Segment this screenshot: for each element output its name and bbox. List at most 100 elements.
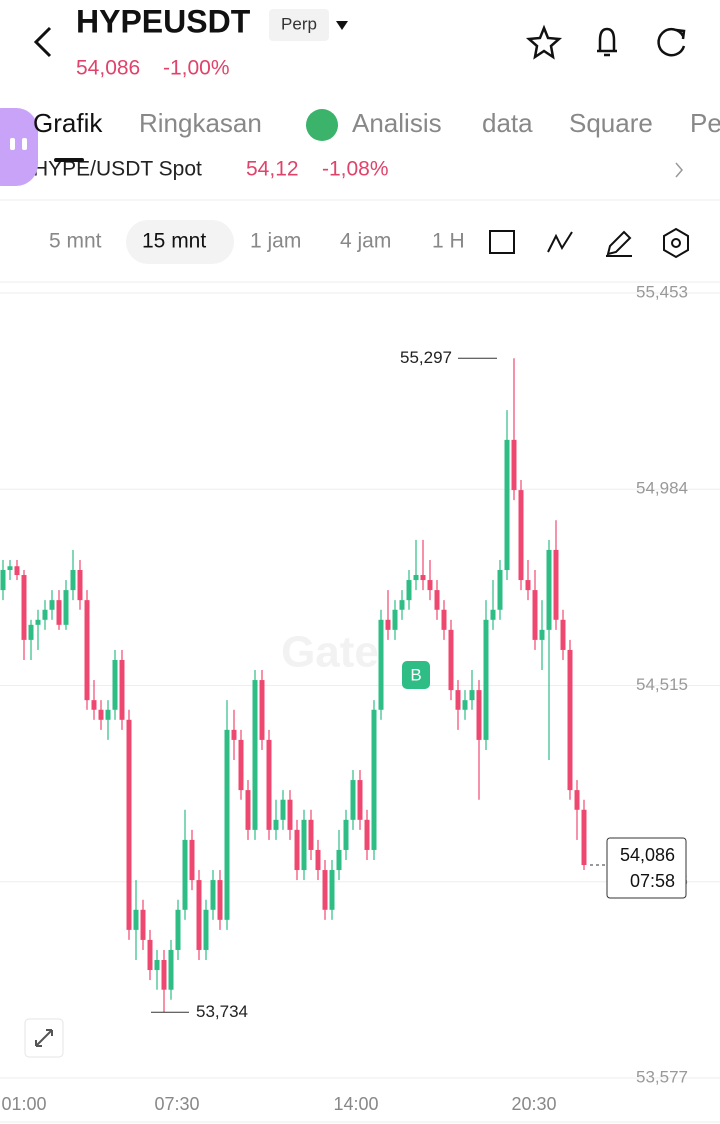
candle-body [126, 719, 132, 930]
candle-body [567, 649, 573, 791]
tabs-bar [0, 98, 720, 160]
header-price: 54,086 [76, 57, 140, 80]
y-tick-label: 53,577 [636, 1067, 688, 1086]
candle-body [140, 909, 146, 940]
interval[interactable]: 1 jam [250, 230, 301, 253]
y-tick-label: 54,984 [636, 479, 688, 498]
candle-body [273, 819, 279, 830]
x-tick-label: 20:30 [511, 1094, 556, 1114]
candle-body [42, 609, 48, 620]
candle-body [420, 575, 426, 581]
interval-active[interactable]: 15 mnt [142, 230, 206, 253]
x-tick-label: 14:00 [333, 1094, 378, 1114]
candle-body [154, 959, 160, 971]
last-price-box [606, 837, 687, 899]
candle-body [406, 580, 412, 601]
overlay: 55,297 53,734 B 54,086 07:58 [151, 348, 687, 1021]
candle-body [259, 680, 265, 740]
ai-icon [306, 109, 338, 141]
tool-icon[interactable] [606, 230, 632, 257]
dropdown[interactable] [336, 21, 348, 30]
spot-chevron[interactable] [675, 162, 683, 178]
candle-body [168, 949, 174, 990]
candle-body [553, 549, 559, 620]
candle-body [28, 624, 34, 640]
candle-body [371, 709, 377, 850]
candle-body [574, 790, 580, 810]
settings-icon[interactable] [663, 227, 689, 259]
candle-body [133, 909, 139, 930]
favorite-icon[interactable] [525, 24, 563, 60]
candle-body [511, 439, 517, 491]
perp-badge-text: Perp [281, 14, 317, 33]
tab[interactable]: data [482, 108, 533, 138]
tab[interactable]: Analisis [352, 108, 442, 138]
candle-body [217, 880, 223, 920]
candle-body [147, 939, 153, 971]
x-tick-label: 01:00 [1, 1094, 46, 1114]
candle-body [224, 729, 230, 920]
candle-body [497, 570, 503, 610]
candle-body [238, 739, 244, 791]
candle-body [266, 739, 272, 830]
tool-icon[interactable] [547, 231, 573, 253]
y-tick-label: 55,453 [636, 282, 688, 301]
candle-body [364, 819, 370, 850]
candle-body [287, 799, 293, 830]
candle-body [56, 600, 62, 625]
candle-body [182, 839, 188, 910]
assistant-eye [10, 138, 15, 150]
candle-body [315, 849, 321, 871]
candle-body [0, 570, 6, 591]
candle-body [91, 700, 97, 710]
candle-body [70, 570, 76, 591]
candle-body [98, 709, 104, 720]
candle-body [546, 549, 552, 630]
tab-underline [54, 158, 84, 162]
candle-body [210, 880, 216, 910]
candle-body [231, 729, 237, 740]
expand-icon [35, 1029, 53, 1047]
candle-body [350, 780, 356, 820]
candle-body [322, 870, 328, 910]
tool-icon[interactable] [489, 230, 515, 254]
buy-marker [402, 661, 430, 689]
candle-body [343, 819, 349, 850]
assistant-bubble[interactable] [0, 108, 38, 186]
candle-body [427, 580, 433, 591]
tab[interactable]: Pe [690, 108, 720, 138]
candle-body [455, 690, 461, 710]
candle-body [280, 799, 286, 820]
candle-body [469, 690, 475, 701]
candle-body [294, 829, 300, 871]
candle-body [84, 600, 90, 701]
header-change: -1,00% [163, 57, 230, 80]
candle-body [532, 590, 538, 640]
share-icon[interactable] [657, 27, 686, 57]
tab-active[interactable]: Grafik [33, 108, 103, 138]
candle-body [112, 659, 118, 710]
candle-body [105, 709, 111, 720]
candle-body [301, 819, 307, 871]
candle-body [7, 566, 13, 571]
interval[interactable]: 4 jam [340, 230, 391, 253]
candle-body [357, 780, 363, 820]
y-tick-label: 54,515 [636, 675, 688, 694]
candle-body [35, 619, 41, 625]
alert-icon[interactable] [597, 27, 617, 57]
tab[interactable]: Square [569, 108, 653, 138]
spot-price: 54,12 [246, 158, 299, 181]
x-tick-label: 07:30 [154, 1094, 199, 1114]
back-button[interactable] [33, 26, 52, 58]
interval[interactable]: 5 mnt [49, 230, 102, 253]
candle-body [378, 619, 384, 710]
interval[interactable]: 1 H [432, 230, 465, 253]
perp-badge [269, 9, 329, 41]
candle-body [483, 619, 489, 740]
spot-change: -1,08% [322, 158, 389, 181]
tab[interactable]: Ringkasan [139, 108, 262, 138]
candle-body [581, 809, 587, 866]
last-price: 54,086 [620, 845, 675, 865]
